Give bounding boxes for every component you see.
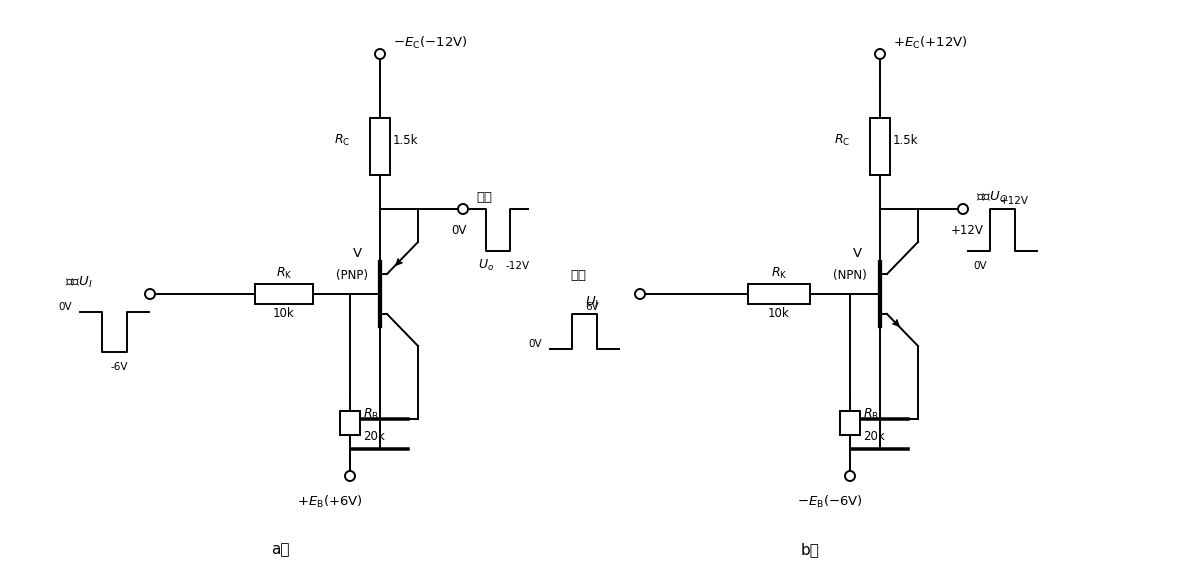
Circle shape xyxy=(845,471,854,481)
Text: b）: b） xyxy=(800,542,820,557)
Text: 输入$U_I$: 输入$U_I$ xyxy=(65,275,92,290)
Text: $+E_{\rm C}(+12{\rm V})$: $+E_{\rm C}(+12{\rm V})$ xyxy=(893,35,967,51)
Text: 6V: 6V xyxy=(586,302,599,312)
Text: 20k: 20k xyxy=(863,430,884,443)
Bar xyxy=(256,284,313,304)
Text: V: V xyxy=(852,247,862,260)
Text: 0V: 0V xyxy=(58,302,72,312)
Text: 输入: 输入 xyxy=(570,269,586,282)
Text: V: V xyxy=(353,247,361,260)
Circle shape xyxy=(374,49,385,59)
Text: (PNP): (PNP) xyxy=(336,269,368,282)
Text: 1.5k: 1.5k xyxy=(394,134,419,147)
Text: $R_{\rm C}$: $R_{\rm C}$ xyxy=(334,133,350,148)
Bar xyxy=(870,119,890,175)
Text: $U_o$: $U_o$ xyxy=(478,258,494,273)
Text: $-E_{\rm B}(-6{\rm V})$: $-E_{\rm B}(-6{\rm V})$ xyxy=(797,494,863,510)
Text: 输出$U_O$: 输出$U_O$ xyxy=(976,190,1008,205)
Text: $R_{\rm B}$: $R_{\rm B}$ xyxy=(863,407,880,422)
Text: +12V: +12V xyxy=(1000,196,1030,206)
Text: a）: a） xyxy=(271,542,289,557)
Text: 10k: 10k xyxy=(768,307,790,320)
Text: $+E_{\rm B}(+6{\rm V})$: $+E_{\rm B}(+6{\rm V})$ xyxy=(298,494,362,510)
Text: 20k: 20k xyxy=(364,430,385,443)
Circle shape xyxy=(346,471,355,481)
Bar xyxy=(370,119,390,175)
Text: $R_{\rm B}$: $R_{\rm B}$ xyxy=(364,407,379,422)
Text: 10k: 10k xyxy=(274,307,295,320)
Text: $R_{\rm K}$: $R_{\rm K}$ xyxy=(770,266,787,281)
Text: -6V: -6V xyxy=(110,362,127,372)
Text: $-E_{\rm C}(-12{\rm V})$: $-E_{\rm C}(-12{\rm V})$ xyxy=(394,35,468,51)
Text: 0V: 0V xyxy=(451,224,467,237)
Circle shape xyxy=(635,289,646,299)
Text: $U_I$: $U_I$ xyxy=(586,295,599,310)
Bar xyxy=(748,284,810,304)
Text: $R_{\rm K}$: $R_{\rm K}$ xyxy=(276,266,293,281)
Text: 输出: 输出 xyxy=(476,191,492,204)
Text: +12V: +12V xyxy=(952,224,984,237)
Text: 0V: 0V xyxy=(528,339,541,349)
Text: 1.5k: 1.5k xyxy=(893,134,918,147)
Text: -12V: -12V xyxy=(506,261,530,271)
Circle shape xyxy=(145,289,155,299)
Circle shape xyxy=(875,49,886,59)
Bar xyxy=(840,411,860,434)
Text: $R_{\rm C}$: $R_{\rm C}$ xyxy=(834,133,850,148)
Circle shape xyxy=(958,204,968,214)
Text: (NPN): (NPN) xyxy=(833,269,866,282)
Circle shape xyxy=(458,204,468,214)
Bar xyxy=(340,411,360,434)
Text: 0V: 0V xyxy=(973,261,986,271)
